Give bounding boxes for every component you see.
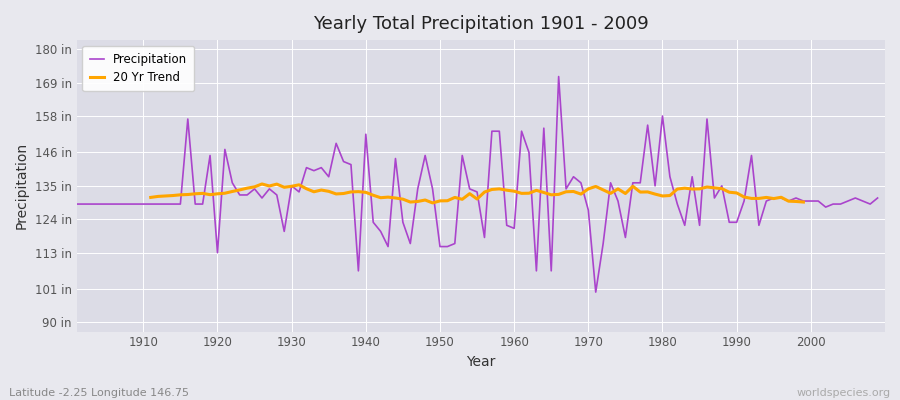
20 Yr Trend [494,186,505,191]
20 Yr Trend [739,194,750,199]
20 Yr Trend [212,191,223,196]
Precipitation [338,159,349,164]
20 Yr Trend [286,184,297,189]
Precipitation [501,223,512,228]
Y-axis label: Precipitation: Precipitation [15,142,29,230]
Title: Yearly Total Precipitation 1901 - 2009: Yearly Total Precipitation 1901 - 2009 [313,15,649,33]
Precipitation [293,190,304,194]
Precipitation [872,196,883,200]
Text: Latitude -2.25 Longitude 146.75: Latitude -2.25 Longitude 146.75 [9,388,189,398]
Precipitation [554,74,564,79]
Precipitation [71,202,82,206]
20 Yr Trend [428,200,438,205]
Precipitation [613,199,624,204]
Text: worldspecies.org: worldspecies.org [796,388,891,398]
Precipitation [508,226,519,231]
Precipitation [590,290,601,294]
20 Yr Trend [227,189,238,194]
Line: 20 Yr Trend: 20 Yr Trend [150,184,804,203]
Precipitation [130,202,141,206]
20 Yr Trend [256,182,267,186]
20 Yr Trend [145,195,156,200]
Legend: Precipitation, 20 Yr Trend: Precipitation, 20 Yr Trend [83,46,194,91]
X-axis label: Year: Year [466,355,496,369]
Line: Precipitation: Precipitation [76,76,878,292]
20 Yr Trend [405,200,416,204]
20 Yr Trend [798,200,809,204]
